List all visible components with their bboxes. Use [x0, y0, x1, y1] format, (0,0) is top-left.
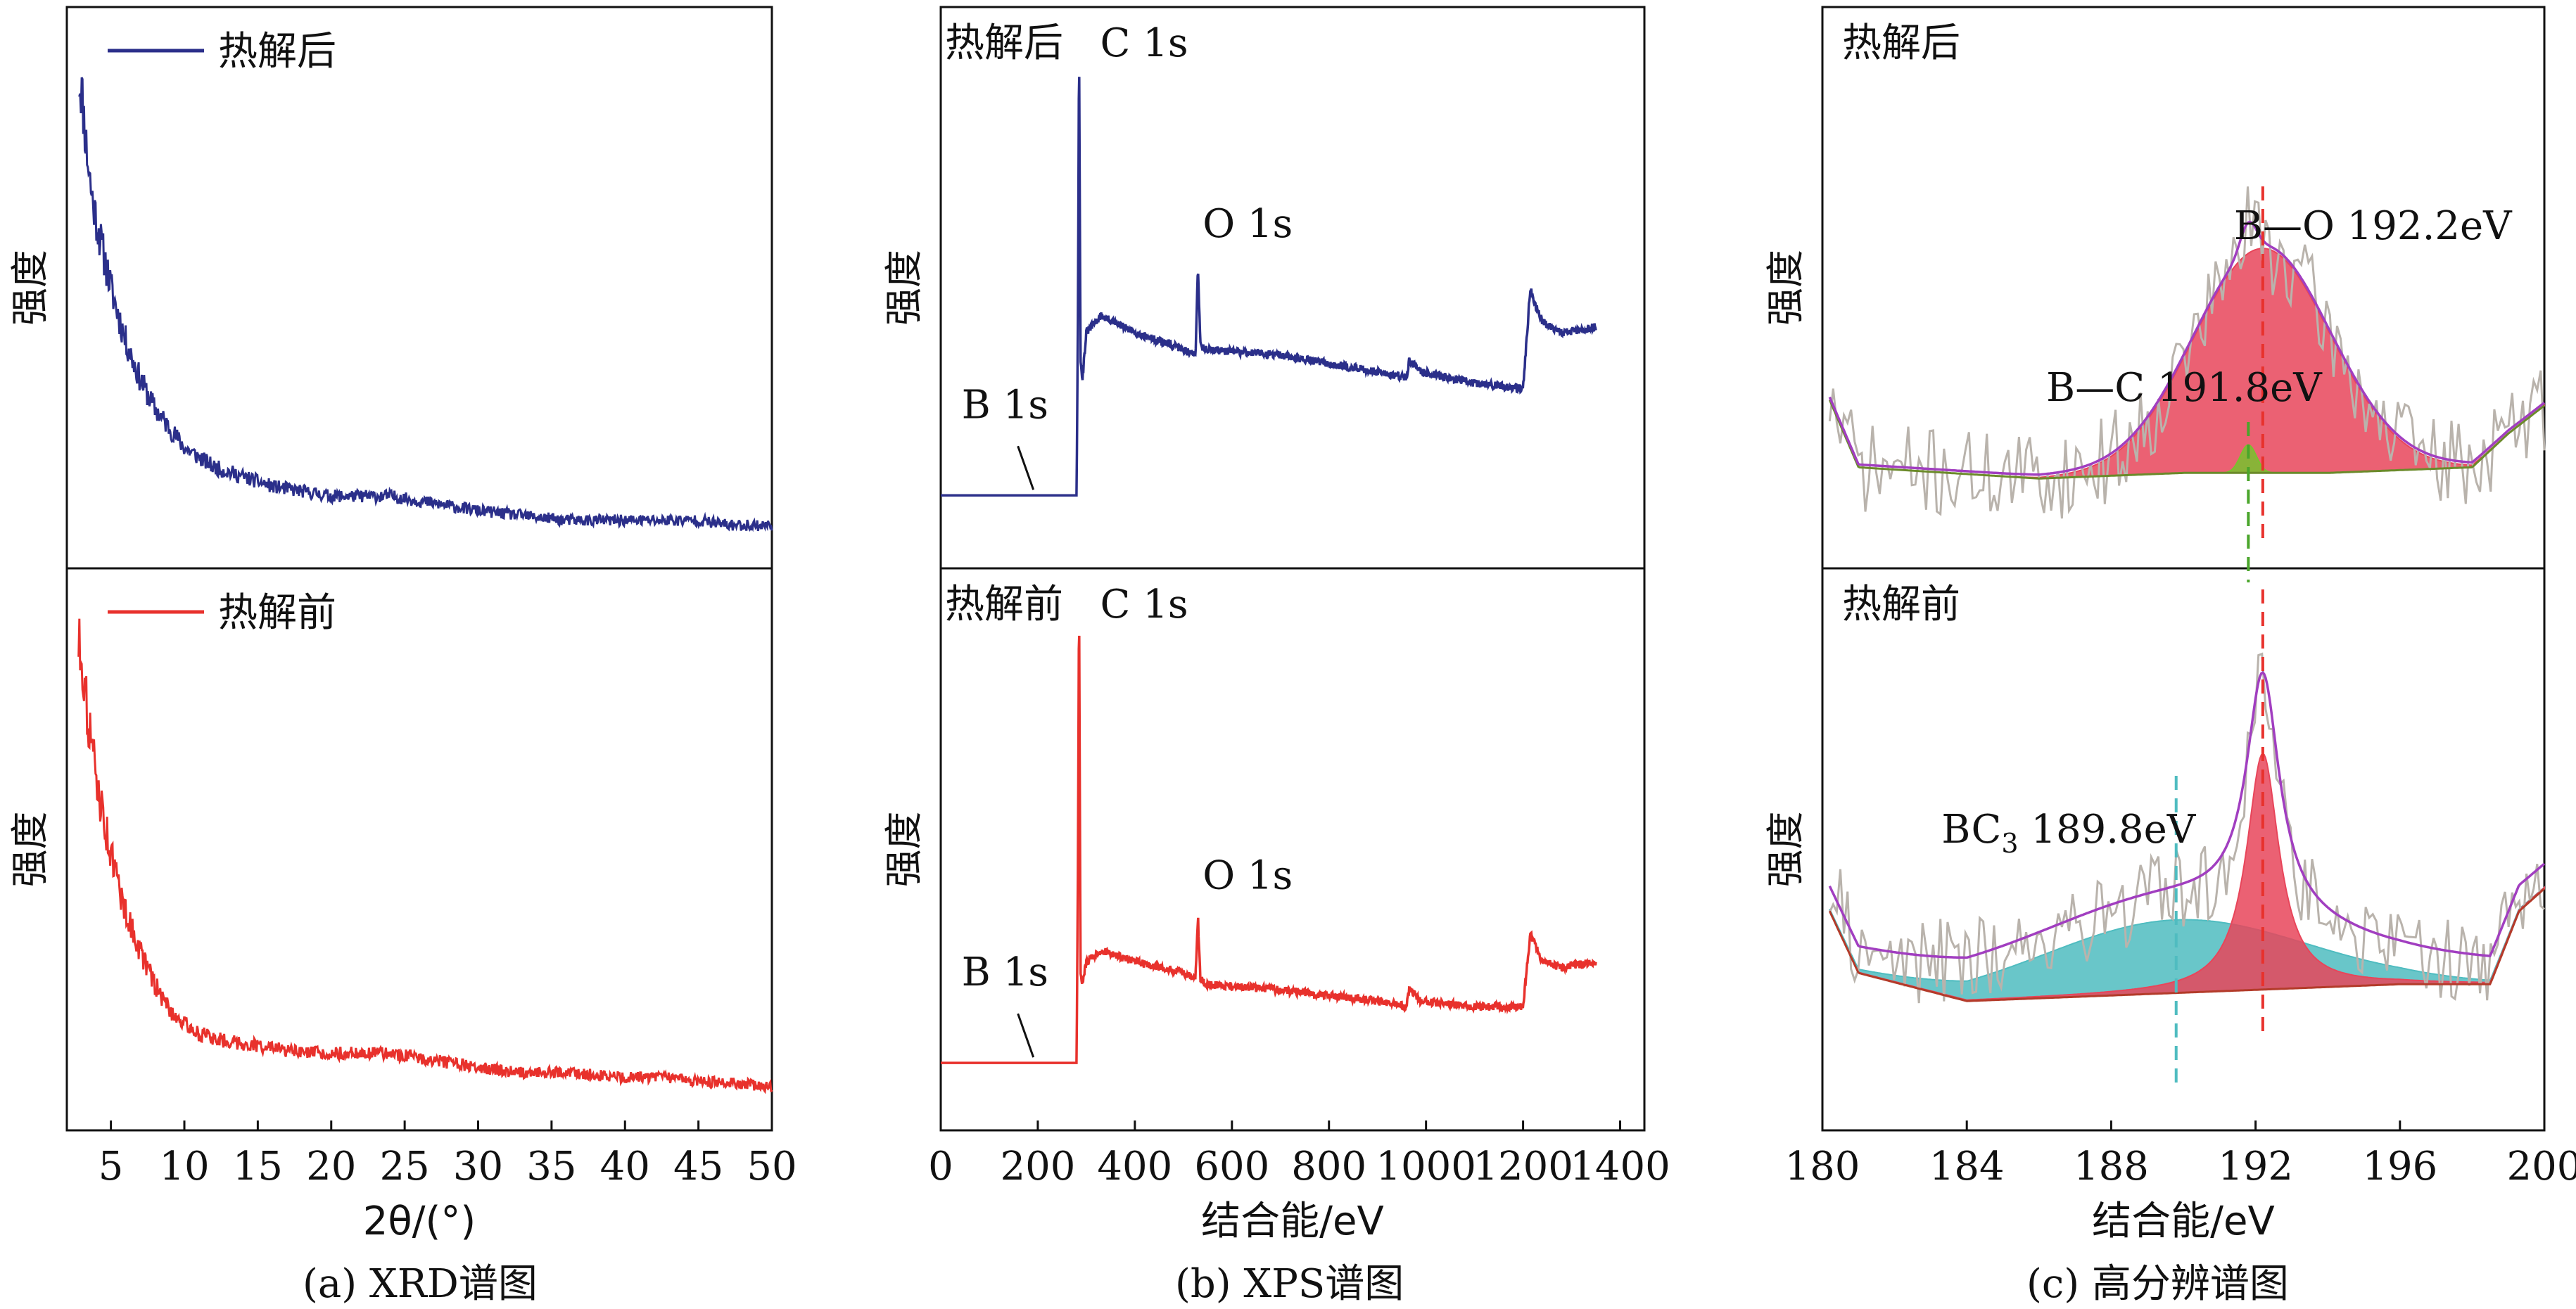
xps-before-o1s-label: O 1s [1203, 853, 1293, 898]
xps-after-line [941, 77, 1597, 497]
xps-ylabel-0: 强度 [882, 250, 926, 326]
hres-xtick-label: 188 [2074, 1144, 2149, 1189]
xrd-after-legend-label: 热解后 [218, 29, 336, 75]
xrd-xtick-label: 15 [233, 1144, 283, 1189]
hres-before-bc3-label: BC3 189.8eV [1941, 807, 2196, 859]
hres-after-boron-oxide-label: B—O 192.2eV [2234, 203, 2513, 249]
xps-xtick-label: 1000 [1376, 1144, 1476, 1189]
xrd-xtick-label: 45 [673, 1144, 723, 1189]
xps-xtick-label: 1400 [1570, 1144, 1670, 1189]
xps-before-b1s-label: B 1s [962, 950, 1048, 995]
xrd-xtick-label: 30 [453, 1144, 503, 1189]
hres-after-background-line [1828, 400, 2545, 480]
hres-after-boron-carbide-label: B—C 191.8eV [2046, 365, 2323, 411]
xps-xtick-label: 0 [928, 1144, 953, 1189]
xps-after-b1s-label: B 1s [962, 382, 1048, 428]
xrd-xtick-label: 40 [600, 1144, 650, 1189]
hres-xtick-label: 200 [2507, 1144, 2576, 1189]
xps-before-line [941, 635, 1597, 1064]
xps-before-b1s-leader [1017, 1013, 1035, 1058]
xrd-xtick-label: 50 [747, 1144, 797, 1189]
xps-xlabel: 结合能/eV [1201, 1199, 1384, 1244]
xps-after-panel-label: 热解后 [945, 20, 1063, 66]
xrd-before-legend-label: 热解前 [218, 590, 336, 636]
xps-after-c1s-label: C 1s [1100, 20, 1188, 66]
xps-ylabel-1: 强度 [882, 812, 926, 888]
hres-xlabel: 结合能/eV [2092, 1199, 2275, 1244]
caption-high-resolution: (c) 高分辨谱图 [2026, 1261, 2289, 1307]
xps-xtick-label: 400 [1097, 1144, 1172, 1189]
xrd-ylabel-0: 强度 [8, 250, 52, 326]
xps-after-o1s-label: O 1s [1203, 201, 1293, 247]
hres-before-background-line [1828, 888, 2546, 1002]
hres-before-raw-data [1828, 652, 2546, 1004]
hres-xtick-label: 180 [1785, 1144, 1860, 1189]
xps-after-b1s-leader [1017, 445, 1035, 490]
xps-xtick-label: 800 [1291, 1144, 1366, 1189]
hres-after-boron-oxide-peak [1829, 248, 2545, 480]
xrd-ylabel-1: 强度 [8, 812, 52, 888]
xps-xtick-label: 1200 [1473, 1144, 1573, 1189]
hres-after-panel-label: 热解后 [1842, 20, 1960, 66]
caption-xps: (b) XPS谱图 [1175, 1261, 1404, 1307]
hres-before-panel-label: 热解前 [1842, 582, 1960, 627]
hres-before-bc3-label-main: BC [1941, 807, 2001, 853]
xrd-xtick-label: 10 [159, 1144, 209, 1189]
hres-before-fit-envelope [1828, 670, 2546, 959]
xps-before-panel-label: 热解前 [945, 582, 1063, 627]
xrd-xtick-label: 5 [99, 1144, 124, 1189]
caption-xrd: (a) XRD谱图 [303, 1261, 538, 1307]
hres-ylabel-1: 强度 [1763, 812, 1808, 888]
xps-xtick-label: 200 [1000, 1144, 1075, 1189]
hres-after-raw-data [1828, 186, 2546, 519]
xps-xtick-label: 600 [1194, 1144, 1269, 1189]
hres-xtick-label: 184 [1929, 1144, 2005, 1189]
hres-xtick-label: 196 [2362, 1144, 2437, 1189]
xps-before-c1s-label: C 1s [1100, 582, 1188, 627]
hres-before-bc3-label-subscript: 3 [2001, 828, 2018, 859]
xrd-xlabel: 2θ/(°) [363, 1199, 476, 1244]
xrd-xtick-label: 25 [379, 1144, 429, 1189]
hres-xtick-label: 192 [2218, 1144, 2293, 1189]
hres-ylabel-0: 强度 [1763, 250, 1808, 326]
hres-before-bc3-label-energy: 189.8eV [2019, 807, 2197, 853]
hres-after-fit-envelope [1828, 220, 2546, 476]
xrd-xtick-label: 20 [306, 1144, 356, 1189]
xrd-before-line [77, 618, 773, 1094]
xrd-xtick-label: 35 [526, 1144, 576, 1189]
xrd-after-line [78, 77, 773, 532]
